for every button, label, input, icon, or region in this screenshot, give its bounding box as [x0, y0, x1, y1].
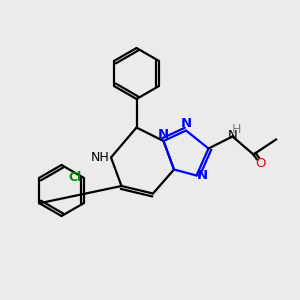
Text: N: N	[196, 169, 208, 182]
Text: Cl: Cl	[68, 171, 81, 184]
Text: N: N	[180, 117, 192, 130]
Text: H: H	[231, 123, 241, 136]
Text: NH: NH	[91, 151, 110, 164]
Text: N: N	[228, 129, 237, 142]
Text: O: O	[255, 157, 266, 170]
Text: N: N	[158, 128, 169, 141]
